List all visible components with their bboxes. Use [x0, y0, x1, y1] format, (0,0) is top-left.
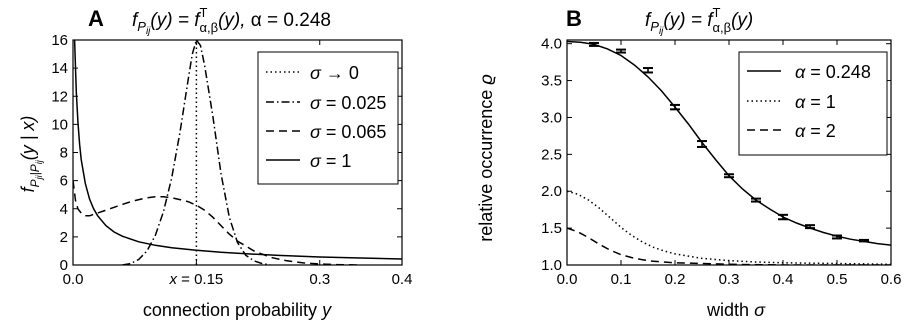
panel-b-xtick-label-3: 0.3 — [719, 271, 740, 288]
panel-a-series-2 — [73, 180, 361, 265]
panel-b-xtick-label-4: 0.4 — [773, 271, 794, 288]
panel-b-ytick-label-3: 2.5 — [541, 146, 562, 163]
panel-a-ytick-label-7: 14 — [51, 60, 68, 77]
panel-b-errorbar-3 — [670, 103, 680, 111]
panel-b-errorbar-5 — [724, 173, 734, 179]
panel-a-legend-box — [257, 51, 399, 185]
panel-a-title: fPij(y) = fT α,β(y), α = 0.248 — [132, 5, 331, 37]
panel-b-errorbar-1 — [616, 48, 626, 54]
panel-a-ytick-label-1: 2 — [60, 229, 68, 246]
panel-b-xtick-label-2: 0.2 — [665, 271, 686, 288]
panel-b-xtick-label-1: 0.1 — [611, 271, 632, 288]
panel-a-ytick-label-5: 10 — [51, 116, 68, 133]
panel-b-legend-label-1: α = 1 — [795, 92, 836, 112]
panel-b-errorbar-8 — [805, 224, 815, 230]
panel-b-series-2 — [567, 227, 891, 265]
panel-b-xlabel: width σ — [706, 300, 766, 320]
panel-b-ytick-label-1: 1.5 — [541, 220, 562, 237]
panel-b-ytick-label-5: 3.5 — [541, 73, 562, 90]
panel-a-xtick-label-1: x = 0.15 — [168, 271, 223, 288]
panel-b-ytick-label-0: 1.0 — [541, 257, 562, 274]
panel-b-letter: B — [566, 6, 582, 31]
panel-a-legend: σ → 0 σ = 0.025 σ = 0.065 σ = 1 — [257, 51, 399, 185]
panel-b-legend: α = 0.248 α = 1 α = 2 — [738, 51, 888, 156]
panel-a-xtick-label-0: 0.0 — [63, 271, 84, 288]
panel-b-xtick-label-0: 0.0 — [557, 271, 578, 288]
panel-b-errorbar-4 — [697, 140, 707, 148]
panel-b-ytick-label-6: 4.0 — [541, 36, 562, 53]
panel-a-ytick-label-0: 0 — [60, 257, 68, 274]
panel-b-xtick-label-5: 0.5 — [827, 271, 848, 288]
panel-a-ylabel: fPji|Pij(y | x) — [18, 116, 44, 193]
panel-a-legend-label-1: σ = 0.025 — [310, 93, 386, 113]
panel-b-xtick-label-6: 0.6 — [881, 271, 902, 288]
panel-a: A fPij(y) = fT α,β(y), α = 0.248 fPji|Pij… — [18, 5, 412, 320]
panel-a-ytick-label-4: 8 — [60, 145, 68, 162]
panel-b-errorbar-9 — [832, 234, 842, 240]
panel-b: B fPij(y) = fT α,β(y) relative occurrence… — [476, 5, 901, 320]
panel-a-letter: A — [88, 6, 104, 31]
panel-a-legend-label-3: σ = 1 — [310, 151, 351, 171]
panel-b-ytick-label-2: 2.0 — [541, 183, 562, 200]
panel-a-xlabel: connection probability y — [143, 300, 332, 320]
panel-a-ytick-label-3: 6 — [60, 173, 68, 190]
panel-a-series-3 — [73, 40, 402, 260]
panel-b-errorbar-7 — [778, 213, 788, 221]
panel-a-xtick-label-2: 0.3 — [309, 271, 330, 288]
panel-b-legend-box — [738, 51, 888, 156]
panel-a-series-1 — [122, 40, 271, 265]
panel-a-xtick-label-3: 0.4 — [392, 271, 413, 288]
panel-b-errorbar-6 — [751, 197, 761, 203]
panel-a-legend-label-0: σ → 0 — [310, 63, 359, 83]
panel-b-errorbar-10 — [859, 238, 869, 243]
panel-a-legend-label-2: σ = 0.065 — [310, 122, 386, 142]
panel-b-ylabel: relative occurrence ϱ — [476, 74, 496, 242]
panel-b-ytick-label-4: 3.0 — [541, 109, 562, 126]
panel-b-plot-area: 0.0 0.1 0.2 0.3 0.4 0.5 0.6 1.0 1.5 2.0 2.5 3.0 3.5 4… — [541, 36, 901, 288]
panel-a-ytick-label-8: 16 — [51, 32, 68, 49]
panel-b-series-1 — [567, 190, 891, 265]
panel-b-legend-label-2: α = 2 — [795, 121, 836, 141]
panel-a-plot-area: 0.0 x = 0.15 0.3 0.4 0 2 4 6 8 10 12 14 16 — [51, 32, 412, 288]
panel-b-legend-label-0: α = 0.248 — [795, 62, 871, 82]
panel-b-errorbar-2 — [643, 67, 653, 74]
panel-a-ytick-label-2: 4 — [60, 201, 68, 218]
panel-b-errorbar-0 — [589, 41, 599, 47]
panel-b-title: fPij(y) = fT α,β(y) — [645, 5, 753, 37]
panel-a-ytick-label-6: 12 — [51, 88, 68, 105]
